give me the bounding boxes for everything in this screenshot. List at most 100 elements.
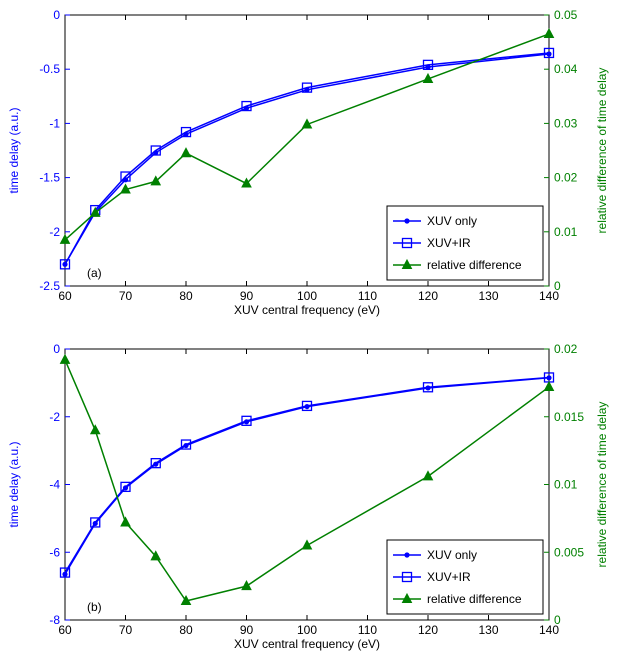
series-line bbox=[64, 376, 550, 573]
x-tick-label: 60 bbox=[58, 623, 72, 637]
y2-tick-label: 0.005 bbox=[554, 545, 584, 559]
legend: XUV only XUV+IR relative difference bbox=[386, 539, 544, 615]
y-tick-label: -0.5 bbox=[39, 62, 60, 76]
x-tick-label: 140 bbox=[539, 623, 559, 637]
x-tick-label: 100 bbox=[297, 289, 317, 303]
data-point bbox=[120, 481, 131, 493]
data-point bbox=[120, 171, 131, 182]
y-tick-label: -6 bbox=[49, 545, 60, 559]
data-point bbox=[301, 82, 313, 93]
legend-label: XUV only bbox=[427, 214, 477, 228]
data-point bbox=[546, 51, 552, 57]
x-tick-label: 80 bbox=[179, 623, 193, 637]
data-point bbox=[180, 126, 192, 138]
data-point bbox=[62, 571, 68, 577]
legend-marker bbox=[401, 571, 413, 583]
y-tick-label: -1 bbox=[49, 116, 60, 130]
y-axis-label: time delay (a.u.) bbox=[7, 441, 21, 527]
y2-tick-label: 0.03 bbox=[554, 116, 578, 130]
x-tick-label: 130 bbox=[478, 623, 498, 637]
y2-tick-label: 0.015 bbox=[554, 410, 584, 424]
legend-marker bbox=[404, 552, 410, 558]
data-point bbox=[241, 100, 252, 112]
series-relative-difference bbox=[59, 353, 555, 606]
y2-tick-label: 0 bbox=[554, 613, 561, 627]
y-tick-label: -2.5 bbox=[39, 279, 60, 293]
legend-label: XUV+IR bbox=[427, 236, 471, 250]
y-tick-label: -2 bbox=[49, 410, 60, 424]
data-point bbox=[543, 47, 555, 59]
y-axis-label: time delay (a.u.) bbox=[7, 107, 21, 193]
data-point bbox=[422, 72, 434, 83]
x-tick-label: 130 bbox=[478, 289, 498, 303]
y2-tick-label: 0.01 bbox=[554, 225, 578, 239]
y2-tick-label: 0 bbox=[554, 279, 561, 293]
x-tick-label: 120 bbox=[418, 289, 438, 303]
legend-label: relative difference bbox=[427, 258, 522, 272]
legend: XUV only XUV+IR relative difference bbox=[386, 205, 544, 281]
data-point bbox=[180, 147, 192, 158]
data-point bbox=[150, 458, 161, 469]
data-point bbox=[301, 539, 313, 550]
y2-tick-label: 0.05 bbox=[554, 8, 578, 22]
data-point bbox=[90, 517, 101, 528]
data-point bbox=[180, 594, 192, 606]
x-tick-label: 60 bbox=[58, 289, 72, 303]
x-tick-label: 70 bbox=[119, 623, 133, 637]
panel-label: (b) bbox=[87, 600, 102, 614]
data-point bbox=[180, 439, 192, 450]
data-point bbox=[89, 206, 101, 217]
y-tick-label: -2 bbox=[49, 225, 60, 239]
panel-label: (a) bbox=[87, 266, 102, 280]
legend-marker bbox=[401, 258, 413, 269]
x-tick-label: 110 bbox=[358, 623, 377, 637]
x-tick-label: 90 bbox=[240, 289, 254, 303]
y-tick-label: 0 bbox=[53, 8, 60, 22]
x-tick-label: 90 bbox=[240, 623, 254, 637]
legend-label: XUV only bbox=[427, 548, 477, 562]
series-line bbox=[64, 52, 550, 265]
data-point bbox=[241, 177, 252, 188]
legend-label: relative difference bbox=[427, 592, 522, 606]
legend-marker bbox=[401, 237, 413, 249]
data-point bbox=[89, 424, 101, 435]
legend-marker bbox=[404, 218, 410, 224]
legend-marker bbox=[401, 592, 413, 603]
x-tick-label: 100 bbox=[297, 623, 317, 637]
y2-tick-label: 0.01 bbox=[554, 478, 578, 492]
y2-tick-label: 0.02 bbox=[554, 342, 578, 356]
data-point bbox=[241, 580, 252, 591]
y-tick-label: -4 bbox=[49, 478, 60, 492]
y-tick-label: -8 bbox=[49, 613, 60, 627]
panel-b: 60 70 80 90 100 110 120 130 140 -8 -6 -4 -2 0 0 0.005 0.… bbox=[7, 342, 609, 651]
x-tick-label: 110 bbox=[358, 289, 377, 303]
legend-label: XUV+IR bbox=[427, 570, 471, 584]
y-tick-label: -1.5 bbox=[39, 171, 60, 185]
data-point bbox=[150, 550, 162, 561]
data-point bbox=[59, 233, 71, 244]
series-xuv-ir bbox=[59, 372, 555, 578]
x-axis-label: XUV central frequency (eV) bbox=[234, 303, 380, 317]
x-tick-label: 120 bbox=[418, 623, 438, 637]
data-point bbox=[59, 259, 71, 270]
data-point bbox=[543, 27, 555, 38]
x-axis-label: XUV central frequency (eV) bbox=[234, 637, 380, 651]
data-point bbox=[150, 175, 162, 186]
data-point bbox=[422, 59, 434, 71]
data-point bbox=[422, 470, 434, 481]
y2-axis-label: relative difference of time delay bbox=[595, 68, 609, 234]
data-point bbox=[241, 415, 252, 426]
x-tick-label: 80 bbox=[179, 289, 193, 303]
series-xuv-ir bbox=[59, 47, 555, 270]
data-point bbox=[59, 353, 71, 364]
y2-tick-label: 0.04 bbox=[554, 62, 578, 76]
data-point bbox=[120, 516, 131, 527]
data-point bbox=[543, 380, 555, 391]
y2-axis-label: relative difference of time delay bbox=[595, 402, 609, 568]
data-point bbox=[301, 118, 313, 129]
series-relative-difference bbox=[59, 27, 555, 244]
data-point bbox=[120, 183, 131, 194]
data-point bbox=[422, 382, 434, 393]
y-tick-label: 0 bbox=[53, 342, 60, 356]
